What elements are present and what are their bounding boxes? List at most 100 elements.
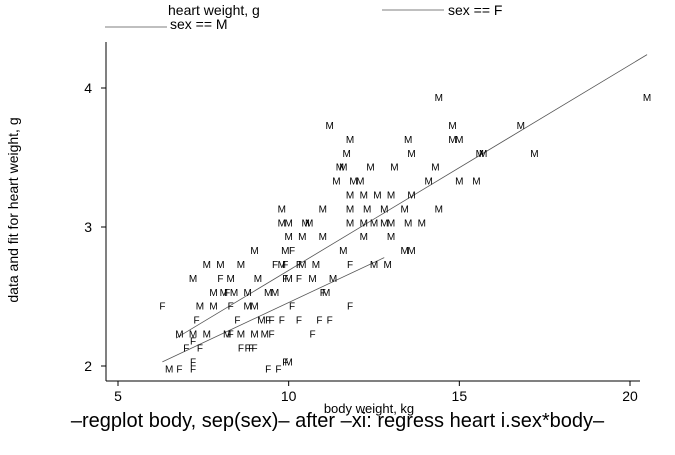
data-point-marker: M: [271, 288, 279, 299]
data-point-marker: M: [165, 364, 173, 375]
data-point-marker: F: [265, 316, 271, 327]
data-point-marker: M: [373, 191, 381, 202]
data-point-marker: F: [197, 343, 203, 354]
data-point-marker: F: [217, 274, 223, 285]
data-point-marker: F: [296, 260, 302, 271]
data-point-marker: M: [479, 149, 487, 160]
data-point-marker: F: [269, 316, 275, 327]
data-point-marker: M: [346, 135, 354, 146]
data-point-marker: M: [339, 246, 347, 257]
data-point-marker: F: [279, 316, 285, 327]
data-point-marker: M: [455, 135, 463, 146]
data-point-marker: M: [349, 177, 357, 188]
fit-lines: [162, 54, 648, 363]
x-axis-label: body weight, kg: [324, 401, 414, 416]
data-point-marker: M: [257, 316, 265, 327]
data-point-marker: M: [407, 191, 415, 202]
data-point-marker: M: [244, 302, 252, 313]
data-point-marker: M: [319, 204, 327, 215]
data-point-marker: M: [424, 177, 432, 188]
chart-caption: –regplot body, sep(sex)– after –xi: regr…: [70, 410, 605, 432]
data-point-marker: F: [159, 302, 165, 313]
data-point-marker: M: [209, 288, 217, 299]
data-point-marker: F: [176, 364, 182, 375]
data-point-marker: F: [282, 274, 288, 285]
data-point-marker: M: [346, 191, 354, 202]
y-tick-label: 4: [84, 80, 92, 96]
data-point-marker: F: [190, 336, 196, 347]
data-point-marker: M: [356, 177, 364, 188]
data-point-marker: M: [401, 246, 409, 257]
data-point-marker: F: [228, 330, 234, 341]
data-point-marker: M: [407, 149, 415, 160]
data-point-marker: F: [238, 343, 244, 354]
axes: 5 10 15 20 2 3 4 body weight, kg data and fit…: [5, 42, 640, 416]
data-point-marker: M: [237, 330, 245, 341]
legend-label-sex-m: sex == M: [170, 16, 228, 32]
fit-line-sex-m: [175, 54, 648, 339]
data-point-marker: M: [346, 218, 354, 229]
data-point-marker: M: [281, 246, 289, 257]
data-point-marker: M: [387, 232, 395, 243]
data-point-marker: M: [196, 302, 204, 313]
data-point-marker: F: [347, 260, 353, 271]
data-point-marker: M: [336, 163, 344, 174]
legend-label-heart-weight: heart weight, g: [168, 2, 260, 18]
data-point-marker: M: [363, 204, 371, 215]
data-point-marker: M: [220, 288, 228, 299]
data-point-marker: M: [189, 274, 197, 285]
y-ticks: 2 3 4: [84, 80, 106, 374]
data-point-marker: F: [320, 288, 326, 299]
data-point-marker: M: [322, 288, 330, 299]
legend: heart weight, g sex == F sex == M: [105, 2, 502, 32]
data-point-marker: M: [401, 204, 409, 215]
data-point-marker: M: [278, 218, 286, 229]
data-point-marker: F: [248, 343, 254, 354]
data-point-marker: M: [254, 274, 262, 285]
data-point-marker: M: [472, 177, 480, 188]
data-point-marker: M: [448, 135, 456, 146]
data-point-marker: M: [435, 204, 443, 215]
data-point-marker: M: [305, 218, 313, 229]
data-point-marker: F: [190, 357, 196, 368]
data-point-marker: M: [343, 149, 351, 160]
data-point-marker: F: [310, 330, 316, 341]
y-axis-label: data and fit for heart weight, g: [5, 117, 21, 302]
data-point-marker: M: [284, 274, 292, 285]
data-point-marker: M: [189, 330, 197, 341]
data-point-marker: M: [476, 149, 484, 160]
data-point-marker: M: [209, 302, 217, 313]
data-point-marker: M: [298, 232, 306, 243]
data-point-marker: M: [380, 204, 388, 215]
data-point-marker: M: [517, 121, 525, 132]
data-point-marker: M: [264, 288, 272, 299]
data-point-marker: M: [339, 163, 347, 174]
data-point-marker: M: [244, 288, 252, 299]
data-point-marker: M: [250, 246, 258, 257]
data-point-marker: M: [404, 218, 412, 229]
data-point-marker: M: [278, 260, 286, 271]
data-point-marker: M: [230, 288, 238, 299]
fit-line-sex-f: [162, 257, 385, 363]
y-tick-label: 3: [84, 219, 92, 235]
data-point-marker: M: [407, 246, 415, 257]
x-tick-label: 5: [114, 388, 122, 404]
data-point-marker: M: [387, 218, 395, 229]
data-point-marker: M: [366, 163, 374, 174]
data-point-marker: F: [245, 343, 251, 354]
data-point-marker: M: [250, 330, 258, 341]
data-point-marker: F: [316, 316, 322, 327]
data-point-marker: M: [431, 163, 439, 174]
data-point-marker: M: [435, 93, 443, 104]
data-point-marker: M: [203, 330, 211, 341]
data-point-marker: F: [224, 288, 230, 299]
data-point-marker: F: [289, 302, 295, 313]
data-point-marker: F: [228, 302, 234, 313]
data-point-marker: F: [289, 246, 295, 257]
data-point-marker: M: [284, 218, 292, 229]
data-point-marker: M: [325, 121, 333, 132]
data-point-marker: M: [312, 260, 320, 271]
data-point-marker: M: [319, 232, 327, 243]
data-point-marker: M: [329, 274, 337, 285]
